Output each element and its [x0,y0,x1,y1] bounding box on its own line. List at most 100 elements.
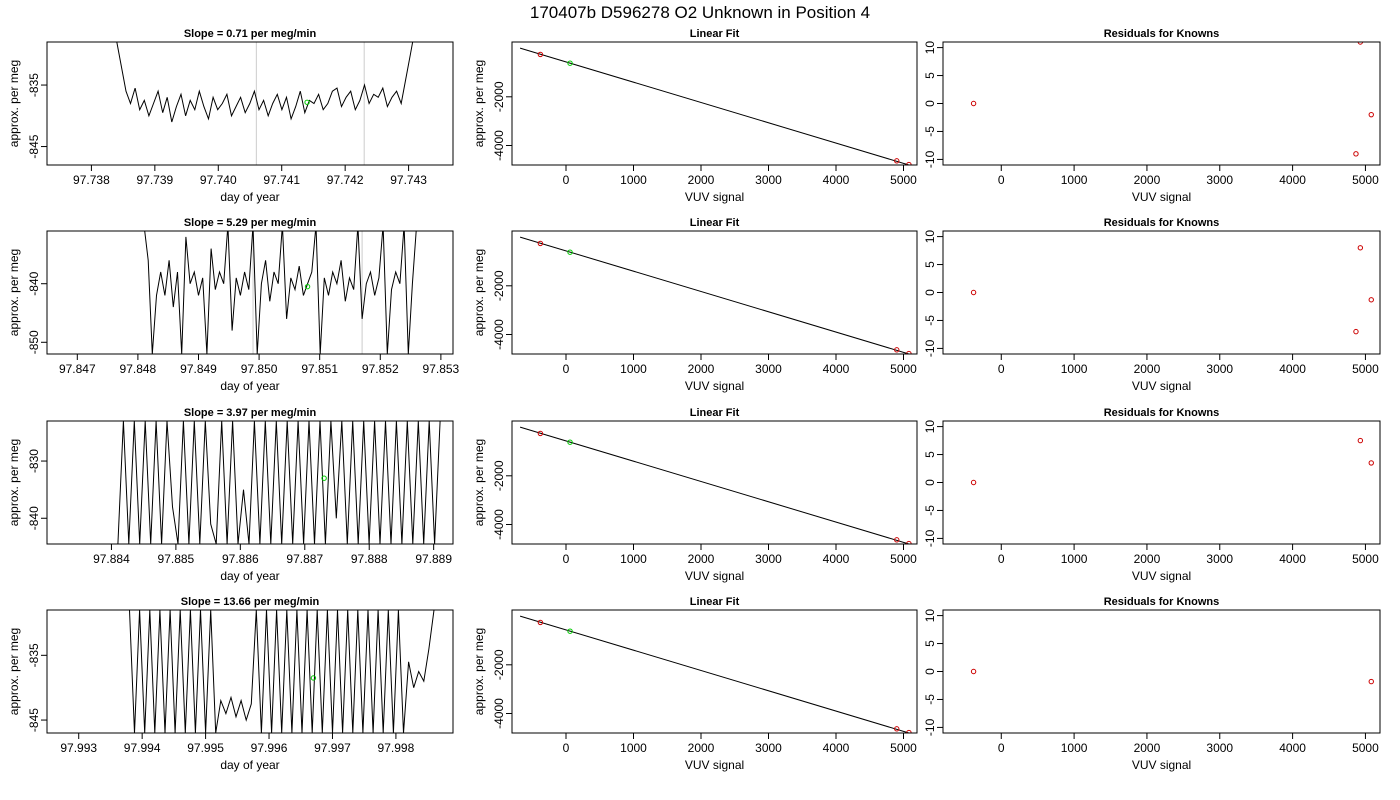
plot-area [117,421,441,544]
x-tick-label: 97.848 [120,362,157,376]
y-tick-label: 0 [923,100,937,107]
y-tick-label: -2000 [492,649,506,680]
panel-trace-1: Slope = 0.71 per meg/min 97.738 97.739 97.7… [7,28,454,204]
y-tick-label: -5 [923,315,937,326]
plot-area [519,615,912,733]
y-tick-label: -830 [27,449,41,473]
known-point [537,619,544,626]
y-tick-label: 10 [923,420,937,434]
x-axis-label: VUV signal [1132,190,1191,204]
x-tick-label: 3000 [1206,173,1233,187]
x-tick-label: 3000 [755,741,782,755]
residual-point [1368,460,1374,466]
x-tick-label: 0 [998,362,1005,376]
y-tick-label: 5 [923,640,937,647]
x-tick-label: 97.853 [423,362,460,376]
fit-line [519,615,910,733]
x-tick-label: 0 [998,552,1005,566]
residual-point [970,479,977,486]
fit-line [519,47,910,165]
known-point [537,240,544,247]
plot-frame [511,41,918,166]
panel-title: Linear Fit [690,596,740,608]
x-tick-label: 5000 [890,173,917,187]
plot-frame [46,41,454,166]
x-tick-label: 97.995 [187,741,224,755]
unknown-point [567,628,573,634]
x-axis-label: VUV signal [1132,569,1191,583]
x-tick-label: 97.852 [362,362,399,376]
panel-title: Linear Fit [690,28,740,40]
x-tick-label: 0 [563,741,570,755]
y-tick-label: -2000 [492,81,506,112]
residual-point [1368,678,1374,685]
panel-resid-4: Residuals for Knowns 0 1000 2000 3000 4000 500… [923,596,1381,772]
fit-line [519,236,910,354]
x-tick-label: 97.887 [286,552,323,566]
y-tick-label: -4000 [492,509,506,540]
plot-frame [46,420,454,545]
residual-point [1368,111,1374,118]
x-tick-label: 97.738 [73,173,110,187]
x-tick-label: 0 [998,741,1005,755]
x-tick-label: 3000 [1206,362,1233,376]
x-tick-label: 4000 [1279,173,1306,187]
x-tick-label: 2000 [1134,362,1161,376]
signal-trace [144,231,417,354]
y-axis-label: approx. per meg [472,439,486,526]
residual-point [970,289,977,296]
x-tick-label: 4000 [823,552,850,566]
panel-trace-2: Slope = 5.29 per meg/min 97.847 97.848 97.8… [7,217,460,393]
panel-resid-1: Residuals for Knowns 0 1000 2000 3000 4000 500… [923,28,1381,204]
x-tick-label: 3000 [1206,552,1233,566]
x-tick-label: 97.739 [136,173,173,187]
y-tick-label: 0 [923,289,937,296]
x-tick-label: 97.741 [263,173,300,187]
x-axis-label: day of year [220,379,279,393]
x-tick-label: 97.851 [301,362,338,376]
residual-point [1357,245,1364,251]
residual-point [1368,297,1374,303]
residual-point [970,668,977,675]
y-tick-label: -835 [27,643,41,667]
x-tick-label: 4000 [1279,552,1306,566]
x-tick-label: 97.885 [158,552,195,566]
x-tick-label: 1000 [620,173,647,187]
known-point [894,347,900,353]
x-tick-label: 97.993 [60,741,97,755]
x-tick-label: 0 [563,173,570,187]
plot-frame [942,230,1381,355]
plot-area [970,437,1374,486]
x-tick-label: 0 [998,173,1005,187]
x-tick-label: 4000 [1279,362,1306,376]
y-tick-label: -10 [923,529,937,547]
plot-area [970,42,1374,157]
x-tick-label: 97.997 [314,741,351,755]
x-tick-label: 2000 [688,741,715,755]
plot-area [970,668,1374,685]
panel-title: Slope = 3.97 per meg/min [184,407,317,419]
plot-area [519,47,912,165]
plot-area [519,426,912,544]
known-point [894,726,900,732]
known-point [894,158,900,164]
residual-point [1353,151,1359,157]
y-tick-label: -840 [27,506,41,530]
x-tick-label: 97.884 [93,552,130,566]
residual-point [1357,42,1364,45]
x-tick-label: 97.888 [351,552,388,566]
y-axis-label: approx. per meg [7,249,21,336]
x-tick-label: 1000 [620,552,647,566]
y-tick-label: 10 [923,609,937,623]
y-tick-label: -10 [923,339,937,357]
x-tick-label: 0 [563,552,570,566]
x-axis-label: day of year [220,569,279,583]
panel-fit-2: Linear Fit 0 1000 2000 3000 4000 5000 VUV signa… [472,217,918,393]
x-tick-label: 1000 [1061,741,1088,755]
x-tick-label: 2000 [688,173,715,187]
y-tick-label: -5 [923,505,937,516]
residual-point [970,100,977,107]
panel-fit-1: Linear Fit 0 1000 2000 3000 4000 5000 VUV signa… [472,28,918,204]
plot-area [144,231,417,354]
